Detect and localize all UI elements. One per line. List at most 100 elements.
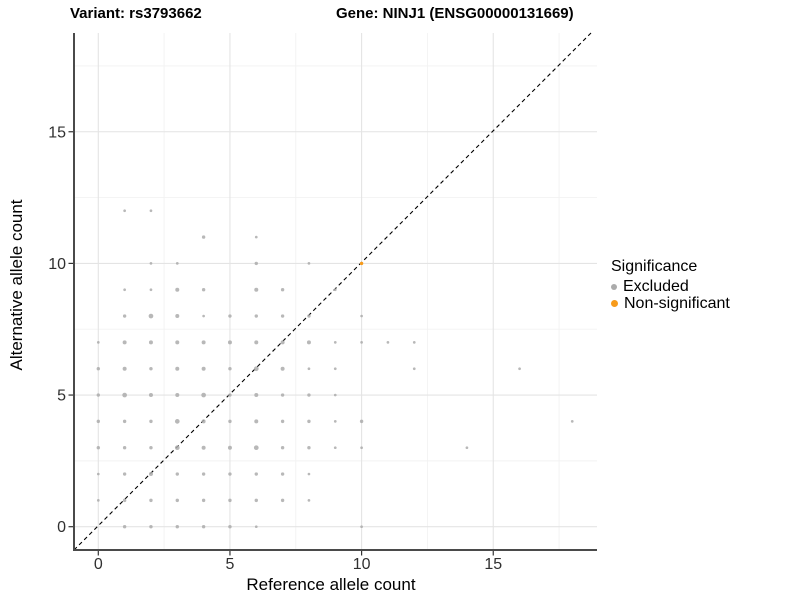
data-point-excluded — [149, 288, 153, 292]
x-tick-label: 0 — [94, 556, 103, 573]
data-point-excluded — [175, 287, 180, 292]
data-point-excluded — [228, 472, 232, 476]
data-point-excluded — [122, 419, 127, 424]
legend-item-label: Non-significant — [624, 294, 730, 312]
data-point-excluded — [149, 446, 153, 450]
data-point-excluded — [254, 235, 258, 239]
data-point-excluded — [333, 288, 337, 292]
data-point-excluded — [360, 525, 363, 529]
data-point-excluded — [333, 341, 337, 344]
data-point-excluded — [570, 420, 574, 423]
data-point-excluded — [465, 446, 469, 450]
data-point-excluded — [201, 288, 206, 292]
data-point-excluded — [174, 445, 180, 451]
data-point-excluded — [228, 314, 232, 318]
data-point-excluded — [201, 392, 206, 398]
data-point-excluded — [122, 366, 127, 371]
variant-title: Variant: rs3793662 — [70, 5, 202, 22]
data-point-excluded — [228, 419, 232, 424]
legend-item-label: Excluded — [623, 277, 689, 295]
data-point-excluded — [122, 392, 127, 398]
data-point-excluded — [254, 393, 259, 398]
data-point-excluded — [280, 446, 285, 450]
x-tick-label: 10 — [353, 556, 371, 573]
data-point-excluded — [201, 235, 206, 239]
data-point-excluded — [280, 393, 285, 397]
data-point-excluded — [228, 525, 232, 529]
y-axis-title: Alternative allele count — [7, 199, 26, 370]
data-point-excluded — [202, 314, 205, 318]
data-point-excluded — [360, 314, 363, 318]
data-point-excluded — [123, 209, 126, 213]
data-point-excluded — [280, 366, 285, 371]
data-point-excluded — [96, 419, 101, 424]
data-point-excluded — [307, 446, 311, 450]
x-tick-label: 15 — [484, 556, 502, 573]
data-point-excluded — [96, 446, 101, 450]
data-point-excluded — [149, 367, 153, 371]
data-point-excluded — [307, 314, 311, 318]
data-point-excluded — [307, 367, 311, 371]
data-point-excluded — [122, 525, 127, 529]
legend-item: Non-significant — [611, 295, 730, 312]
data-point-excluded — [280, 419, 285, 424]
data-point-excluded — [148, 472, 153, 477]
y-tick-label: 0 — [57, 519, 66, 536]
data-point-excluded — [360, 446, 363, 450]
y-tick-label: 10 — [48, 256, 66, 273]
data-point-excluded — [254, 314, 258, 318]
data-point-excluded — [227, 445, 232, 450]
data-point-excluded — [96, 341, 100, 344]
data-point-excluded — [175, 525, 179, 529]
data-point-excluded — [253, 445, 259, 451]
data-point-excluded — [96, 472, 100, 476]
data-point-excluded — [149, 262, 153, 265]
data-point-excluded — [123, 288, 126, 292]
data-point-excluded — [333, 446, 337, 450]
data-point-excluded — [518, 367, 521, 371]
x-axis-title: Reference allele count — [246, 575, 415, 594]
data-point-excluded — [280, 314, 285, 318]
data-point-excluded — [306, 340, 311, 345]
data-point-excluded — [175, 366, 180, 371]
data-point-excluded — [280, 472, 285, 476]
data-point-excluded — [412, 367, 416, 371]
legend-dot-icon — [611, 300, 618, 307]
data-point-excluded — [175, 498, 179, 503]
data-point-excluded — [174, 419, 180, 424]
data-point-excluded — [149, 498, 153, 503]
data-point-excluded — [96, 367, 101, 371]
data-point-excluded — [148, 393, 153, 398]
legend-title: Significance — [611, 258, 698, 275]
data-point-excluded — [254, 261, 258, 266]
gene-title: Gene: NINJ1 (ENSG00000131669) — [336, 5, 574, 22]
data-point-excluded — [175, 314, 180, 319]
data-point-excluded — [280, 340, 285, 345]
data-point-excluded — [307, 393, 311, 397]
data-point-excluded — [175, 472, 179, 476]
data-point-excluded — [228, 498, 232, 503]
legend-dot-icon — [611, 283, 617, 290]
data-point-excluded — [201, 445, 206, 450]
data-point-excluded — [122, 498, 127, 503]
data-point-excluded — [412, 341, 416, 344]
data-point-excluded — [280, 498, 285, 503]
data-point-excluded — [96, 499, 100, 502]
data-point-excluded — [175, 262, 179, 265]
data-point-excluded — [307, 262, 311, 265]
data-point-excluded — [307, 472, 311, 476]
data-point-excluded — [201, 472, 206, 476]
data-point-excluded — [228, 393, 232, 397]
data-point-excluded — [122, 472, 127, 476]
data-point-excluded — [360, 341, 363, 344]
data-point-excluded — [148, 340, 153, 345]
data-point-excluded — [254, 340, 259, 345]
data-point-excluded — [359, 419, 364, 424]
x-tick-label: 5 — [225, 556, 234, 573]
data-point-excluded — [253, 366, 259, 372]
data-point-excluded — [333, 367, 337, 371]
legend-item: Excluded — [611, 278, 730, 295]
data-point-excluded — [201, 419, 206, 424]
data-point-excluded — [148, 313, 154, 319]
